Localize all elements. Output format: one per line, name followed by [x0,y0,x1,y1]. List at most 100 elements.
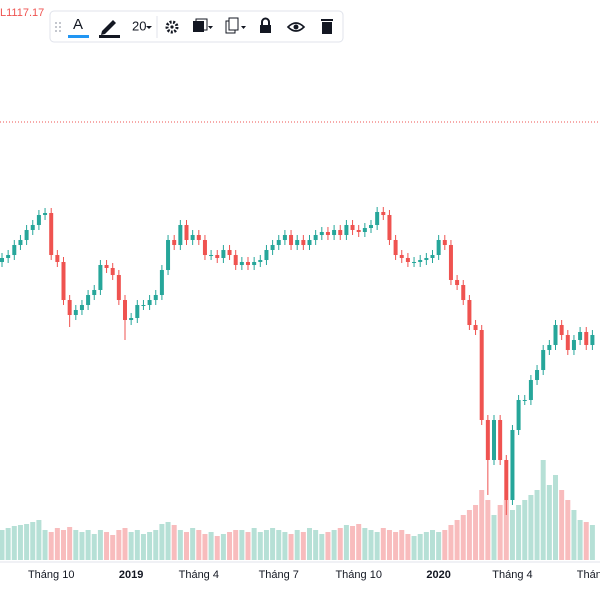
volume-bar [589,525,595,560]
volume-bar [503,500,509,560]
candle-body [541,350,546,370]
volume-bar [257,532,263,560]
volume-bar [571,510,577,560]
candle-body [221,250,226,258]
x-tick-label: 2020 [426,569,450,581]
volume-bar [294,530,300,560]
hide-button[interactable] [286,22,306,32]
x-tick-label: Tháng [577,569,600,581]
volume-bar [276,530,282,560]
candle-body [369,225,373,228]
candle-body [129,318,134,320]
volume-bar [79,532,85,560]
candle-body [258,260,263,262]
volume-bar [325,532,331,560]
volume-bar [583,522,589,560]
volume-bar [202,534,208,560]
volume-bar [73,530,79,560]
volume-bar [24,524,30,560]
candle-body [455,280,460,285]
candle-body [86,295,91,305]
candle-body [350,225,355,230]
candle-body [172,240,177,245]
volume-bar [171,525,177,560]
volume-bar [196,530,202,560]
volume-bar [466,510,472,560]
candle-body [79,305,84,310]
x-tick-label: 2019 [119,569,143,581]
volume-bar [380,528,386,560]
candle-body [196,235,201,240]
volume-bar [165,522,171,560]
candle-body [233,255,238,265]
volume-bar [220,534,226,560]
clone-button[interactable] [225,17,246,34]
candle-body [36,215,41,225]
volume-bar [91,534,97,560]
volume-bar [67,527,73,560]
volume-bar [184,532,189,560]
candle-body [295,240,300,245]
volume-bar [448,525,454,560]
volume-bar [0,530,5,560]
candle-body [393,240,398,255]
candle-body [535,370,540,380]
candle-body [178,225,183,245]
volume-bar [454,520,460,560]
candle-body [43,213,48,215]
candle-body [166,240,171,270]
volume-bar [233,530,239,560]
candle-body [147,300,152,305]
volume-bar [97,530,103,560]
visibility-range-button[interactable] [193,18,213,32]
candle-body [110,268,115,275]
candle-body [239,262,244,265]
volume-bar [300,532,306,560]
candle-body [430,255,435,258]
candle-body [159,270,164,295]
candle-body [516,400,521,430]
candle-body [418,260,423,262]
candle-body [61,262,66,300]
volume-bar [522,500,528,560]
drag-handle[interactable] [55,22,61,32]
volume-bar [122,528,128,560]
font-size-button[interactable]: 20 [132,18,152,33]
candle-body [141,305,146,306]
candle-body [338,230,343,235]
candle-body [356,230,361,232]
candle-body [98,265,103,290]
volume-bar [553,475,558,560]
volume-bar [54,528,60,560]
remove-button[interactable] [321,19,333,34]
volume-bar [479,490,485,560]
candle-body [492,420,496,460]
drawing-toolbar: A 20 [49,10,344,43]
settings-button[interactable] [165,20,179,34]
volume-bar [263,530,269,560]
volume-bar [36,520,42,560]
volume-bar [208,532,214,560]
volume-bar [110,535,116,560]
line-color-button[interactable] [99,20,120,38]
volume-bar [460,515,466,560]
candle-body [190,235,195,240]
volume-bar [239,530,245,560]
font-size-label: 20 [132,18,146,33]
candle-body [24,230,29,240]
text-color-button[interactable]: A [68,16,89,38]
candle-body [424,258,429,260]
volume-bar [350,526,356,560]
candle-body [590,335,595,345]
candle-body [30,225,35,230]
volume-bar [190,528,196,560]
candle-body [227,250,232,255]
volume-bar [442,530,448,560]
candle-body [344,225,349,235]
lock-button[interactable] [260,17,271,33]
volume-bar [534,490,540,560]
volume-bar [30,522,36,560]
candle-body [461,285,466,300]
candle-body [375,212,380,225]
